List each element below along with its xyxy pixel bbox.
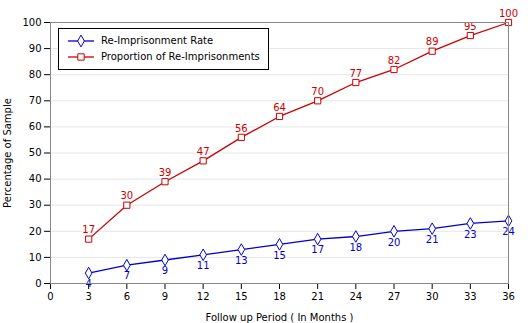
svg-text:64: 64 (273, 102, 286, 113)
svg-text:56: 56 (235, 123, 248, 134)
svg-text:80: 80 (29, 69, 42, 80)
svg-text:30: 30 (29, 199, 42, 210)
html-text:Re-Imprisonment Rate: Re-Imprisonment Rate (101, 35, 214, 46)
svg-text:24: 24 (349, 291, 362, 302)
svg-text:90: 90 (29, 43, 42, 54)
svg-text:70: 70 (29, 95, 42, 106)
svg-text:3: 3 (85, 291, 91, 302)
svg-text:70: 70 (311, 86, 324, 97)
svg-text:47: 47 (197, 146, 210, 157)
svg-text:10: 10 (29, 252, 42, 263)
svg-text:0: 0 (35, 278, 41, 289)
svg-text:23: 23 (464, 229, 477, 240)
svg-text:21: 21 (311, 291, 324, 302)
svg-text:89: 89 (426, 36, 439, 47)
svg-text:11: 11 (197, 260, 210, 271)
svg-text:18: 18 (349, 242, 362, 253)
svg-text:17: 17 (311, 244, 324, 255)
svg-text:20: 20 (29, 226, 42, 237)
svg-text:0: 0 (47, 291, 53, 302)
svg-text:60: 60 (29, 121, 42, 132)
svg-text:4: 4 (85, 278, 92, 290)
svg-text:33: 33 (464, 291, 477, 302)
html-text:Proportion of Re-Imprisonments: Proportion of Re-Imprisonments (101, 51, 260, 62)
svg-text:27: 27 (388, 291, 401, 302)
svg-text:9: 9 (162, 291, 168, 302)
svg-text:21: 21 (426, 234, 439, 245)
svg-text:39: 39 (159, 167, 172, 178)
svg-text:Percentage of Sample: Percentage of Sample (2, 98, 13, 208)
svg-text:20: 20 (388, 237, 401, 248)
svg-text:95: 95 (464, 20, 477, 32)
svg-text:40: 40 (29, 173, 42, 184)
svg-text:50: 50 (29, 147, 42, 158)
svg-text:7: 7 (124, 270, 130, 281)
svg-text:18: 18 (273, 291, 286, 302)
svg-text:100: 100 (499, 8, 518, 19)
svg-text:77: 77 (349, 68, 362, 79)
svg-text:13: 13 (235, 255, 248, 266)
svg-text:24: 24 (502, 226, 515, 238)
svg-text:Follow up Period ( In Months ): Follow up Period ( In Months ) (206, 312, 354, 323)
svg-text:100: 100 (22, 17, 41, 28)
svg-text:12: 12 (197, 291, 210, 302)
svg-text:36: 36 (502, 291, 515, 302)
svg-text:82: 82 (388, 55, 401, 66)
svg-text:30: 30 (120, 190, 133, 201)
svg-text:9: 9 (162, 265, 168, 276)
svg-text:15: 15 (273, 250, 286, 261)
svg-text:6: 6 (124, 291, 130, 302)
svg-text:30: 30 (426, 291, 439, 302)
svg-text:17: 17 (82, 224, 95, 235)
svg-text:15: 15 (235, 291, 248, 302)
